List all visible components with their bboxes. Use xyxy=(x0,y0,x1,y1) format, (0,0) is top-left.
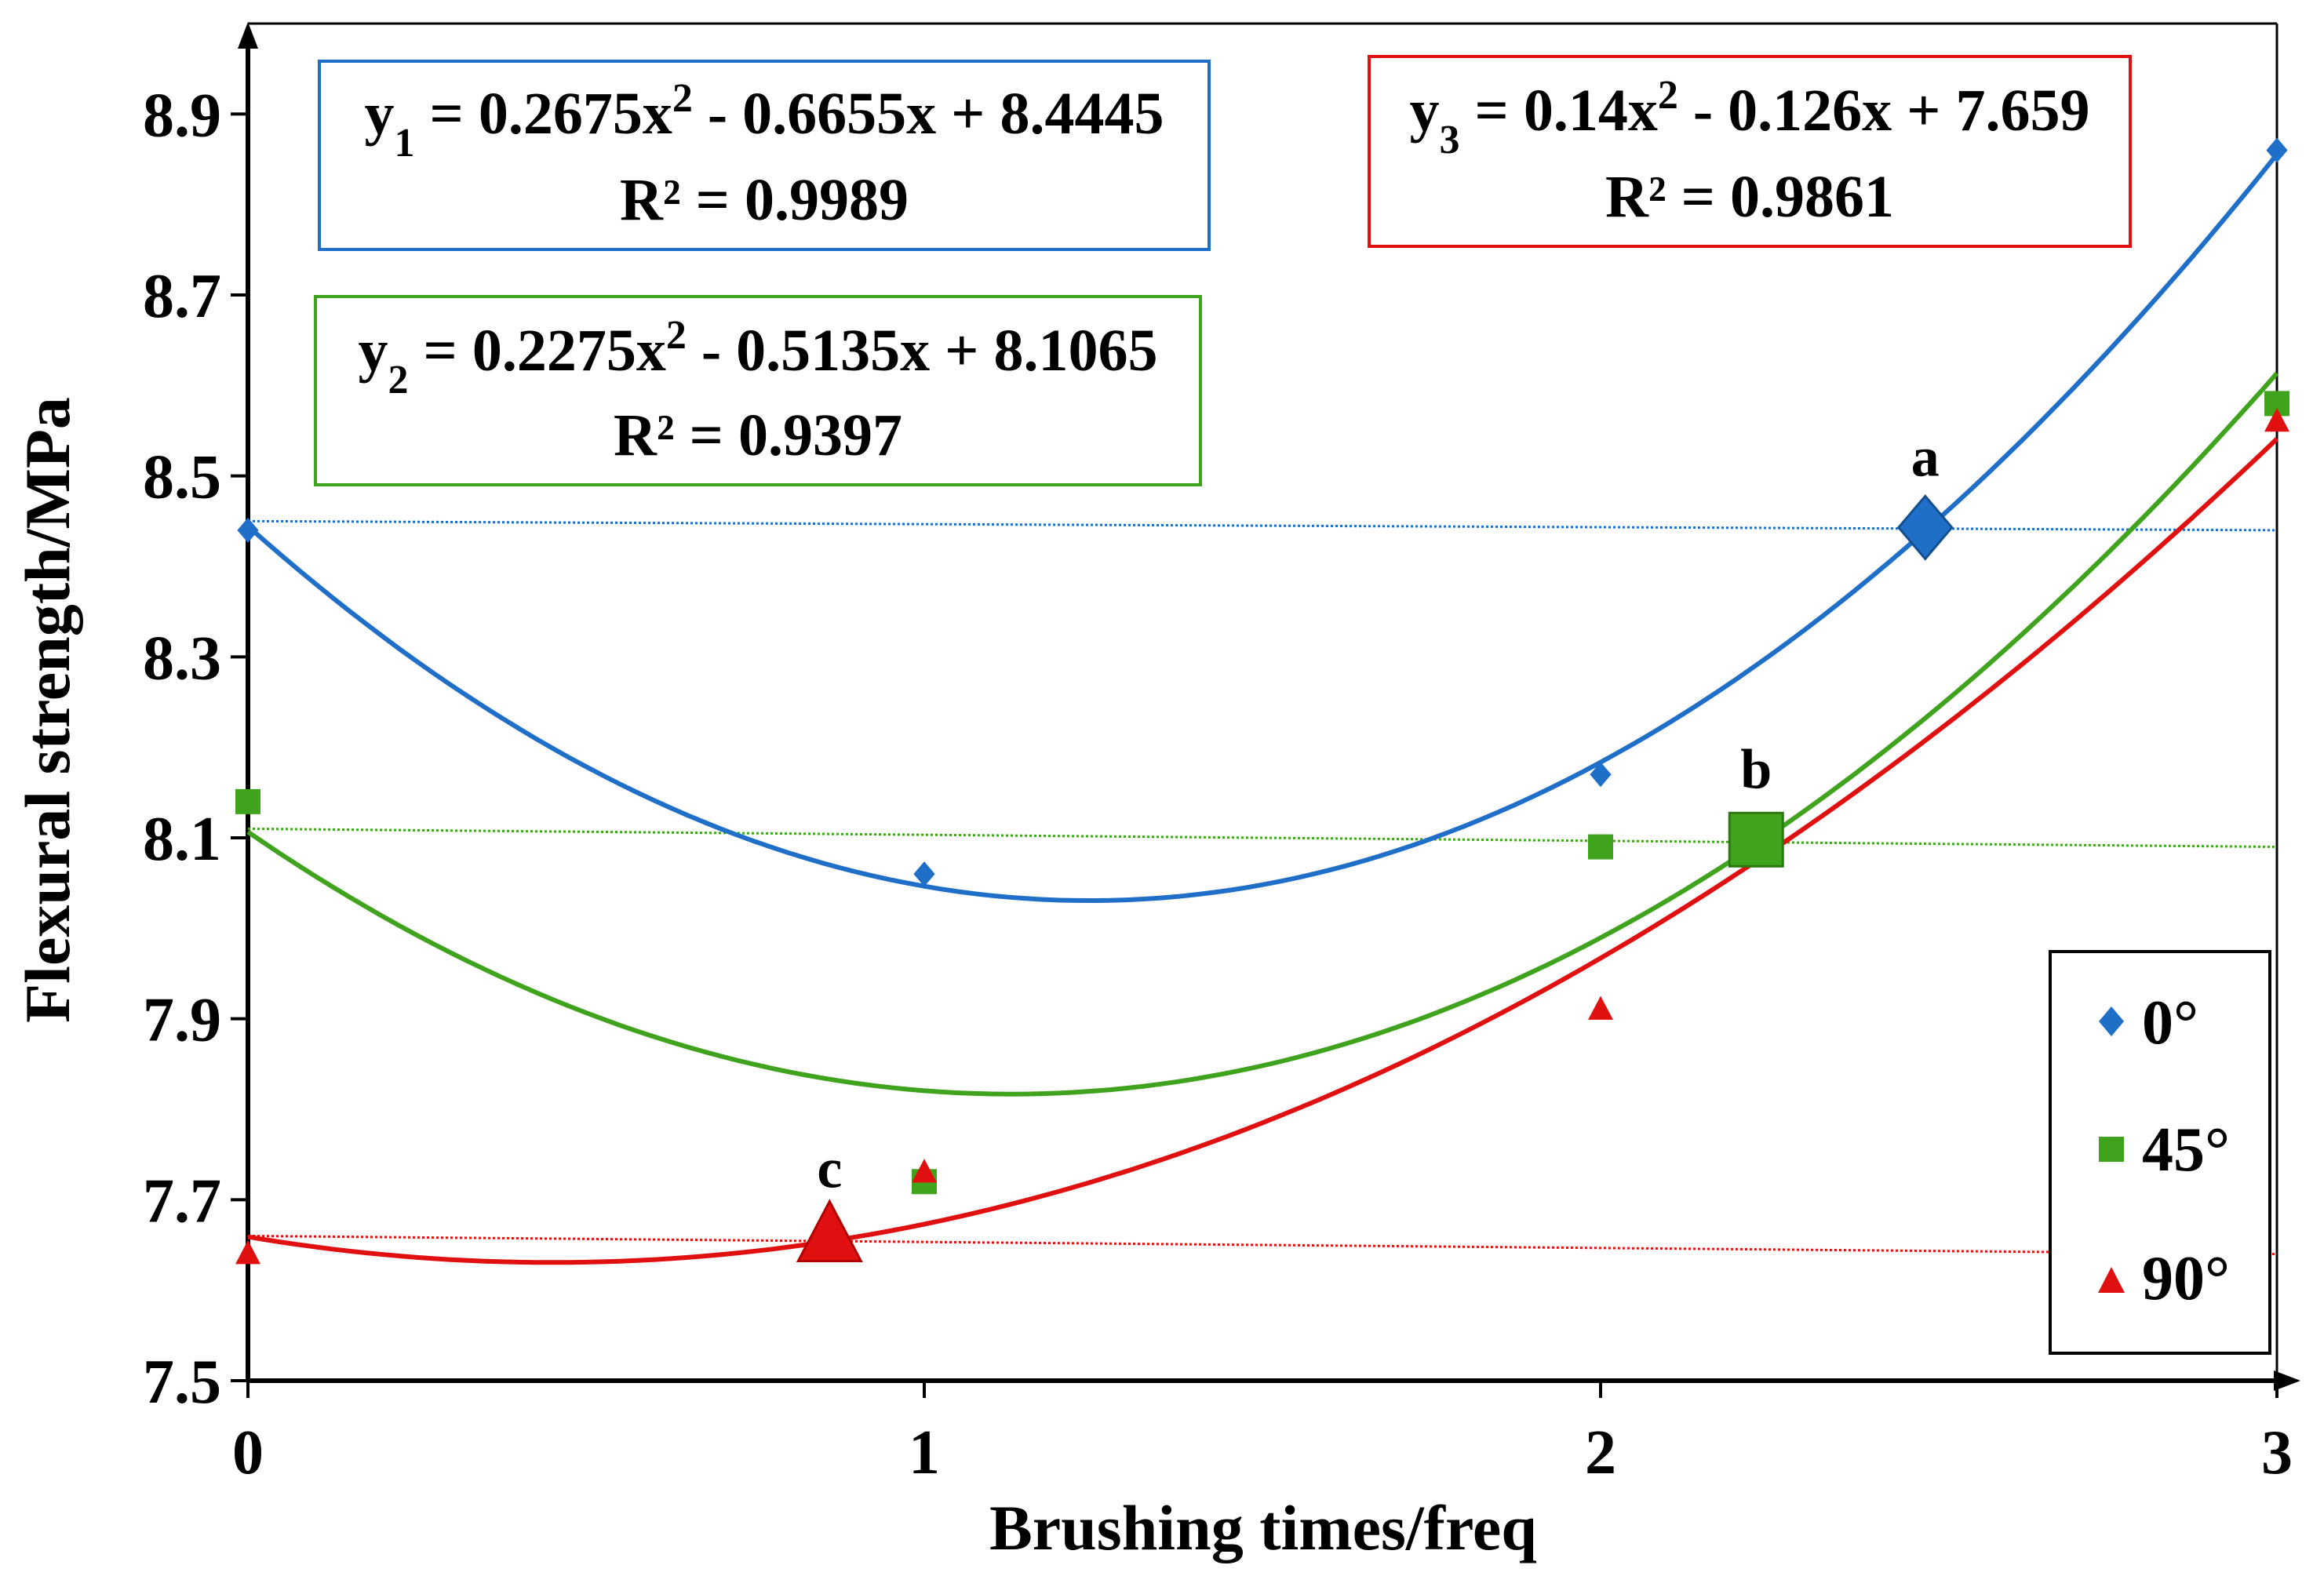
y-tick-label: 8.5 xyxy=(143,443,221,512)
equation-box-1: y1 = 0.2675x2 - 0.6655x + 8.4445 R² = 0.… xyxy=(318,60,1211,251)
x-tick-label: 3 xyxy=(2261,1418,2293,1487)
data-point-s0 xyxy=(237,517,259,543)
legend-label-90: 90° xyxy=(2142,1244,2230,1313)
reference-line-s45 xyxy=(247,827,2278,849)
x-axis-title: Brushing times/freq xyxy=(989,1492,1537,1563)
equation-box-2: y2 = 0.2275x2 - 0.5135x + 8.1065 R² = 0.… xyxy=(314,295,1202,486)
equation-3: y3 = 0.14x2 - 0.126x + 7.659 xyxy=(1410,73,2090,162)
x-tick-label: 1 xyxy=(909,1418,940,1487)
data-point-s90 xyxy=(1588,996,1613,1020)
r2-2: R² = 0.9397 xyxy=(614,402,902,468)
r2-1: R² = 0.9989 xyxy=(620,167,909,233)
equation-2: y2 = 0.2275x2 - 0.5135x + 8.1065 xyxy=(359,313,1158,402)
data-point-s45 xyxy=(235,788,260,814)
legend-label-45: 45° xyxy=(2142,1116,2230,1185)
data-point-s90 xyxy=(2264,407,2289,432)
y-axis-title: Flexural strength/MPa xyxy=(12,397,83,1023)
y-ticks: 7.5 7.7 7.9 8.1 8.3 8.5 8.7 8.9 xyxy=(143,81,248,1417)
highlight-label-s90: c xyxy=(817,1137,842,1199)
axes xyxy=(238,22,2300,1391)
y-tick-label: 8.7 xyxy=(143,262,221,331)
legend-marker-diamond-icon xyxy=(2099,1006,2124,1036)
r2-3: R² = 0.9861 xyxy=(1605,164,1894,230)
fit-curve-s45 xyxy=(246,371,2279,1097)
y-tick-label: 7.7 xyxy=(143,1167,221,1236)
y-tick-label: 8.1 xyxy=(143,805,221,874)
data-point-s90 xyxy=(235,1239,260,1265)
highlight-points: a b c xyxy=(796,425,1954,1262)
fit-curve-s90 xyxy=(247,437,2279,1265)
x-axis-arrow xyxy=(2274,1370,2300,1391)
y-tick-label: 7.9 xyxy=(143,986,221,1055)
reference-line-s90 xyxy=(247,1234,2278,1256)
reference-lines xyxy=(247,519,2278,1256)
data-point-s45 xyxy=(1588,834,1613,860)
fit-curve-s0 xyxy=(246,152,2279,904)
y-tick-label: 7.5 xyxy=(143,1348,221,1417)
highlight-label-s45: b xyxy=(1740,737,1772,800)
x-tick-label: 2 xyxy=(1585,1418,1616,1487)
y-tick-label: 8.3 xyxy=(143,624,221,693)
data-points xyxy=(235,137,2289,1265)
data-point-s0 xyxy=(913,861,935,887)
x-ticks: 0 1 2 3 xyxy=(232,1381,2293,1487)
reference-line-s0 xyxy=(247,519,2278,532)
equation-1: y1 = 0.2675x2 - 0.6655x + 8.4445 xyxy=(365,76,1164,166)
legend-box xyxy=(2049,950,2271,1355)
highlight-marker-s45 xyxy=(1728,811,1784,868)
equation-box-3: y3 = 0.14x2 - 0.126x + 7.659 R² = 0.9861 xyxy=(1368,55,2132,248)
legend-marker-triangle-icon xyxy=(2098,1267,2125,1293)
highlight-marker-s0 xyxy=(1896,494,1954,561)
x-tick-label: 0 xyxy=(232,1418,264,1487)
data-point-s90 xyxy=(912,1159,937,1183)
y-axis-arrow xyxy=(238,22,258,49)
y-tick-label: 8.9 xyxy=(143,81,221,150)
highlight-label-s0: a xyxy=(1911,425,1940,488)
highlight-marker-s90 xyxy=(796,1199,863,1262)
legend: 0° 45° 90° xyxy=(2049,950,2271,1355)
data-point-s0 xyxy=(2266,137,2288,163)
legend-label-0: 0° xyxy=(2142,988,2198,1057)
data-point-s0 xyxy=(1590,762,1612,788)
legend-marker-square-icon xyxy=(2099,1137,2124,1162)
